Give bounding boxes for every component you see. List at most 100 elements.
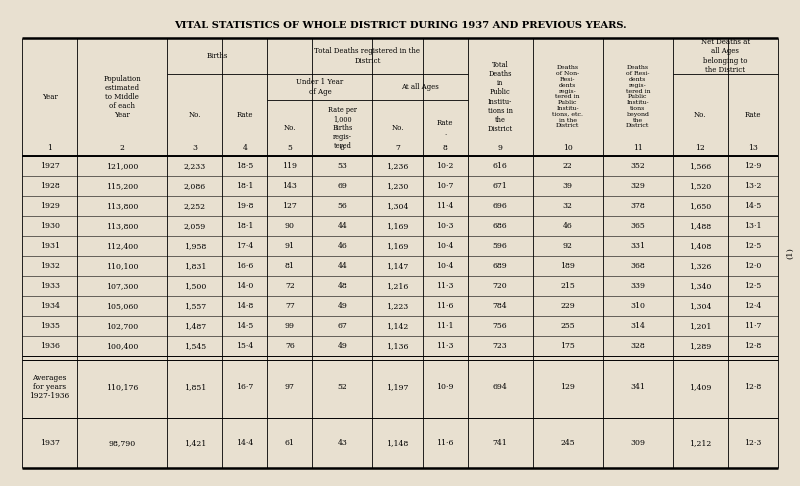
Text: 1,566: 1,566 bbox=[690, 162, 711, 170]
Text: 7: 7 bbox=[395, 144, 400, 152]
Text: 11·4: 11·4 bbox=[436, 202, 454, 210]
Text: Net Deaths at
all Ages
belonging to
the District: Net Deaths at all Ages belonging to the … bbox=[701, 38, 750, 74]
Text: 105,060: 105,060 bbox=[106, 302, 138, 310]
Text: 175: 175 bbox=[560, 342, 575, 350]
Text: 741: 741 bbox=[493, 439, 507, 447]
Text: 1,340: 1,340 bbox=[690, 282, 711, 290]
Text: 8: 8 bbox=[442, 144, 447, 152]
Text: 1929: 1929 bbox=[39, 202, 59, 210]
Text: 1,650: 1,650 bbox=[690, 202, 711, 210]
Text: 76: 76 bbox=[285, 342, 294, 350]
Text: 129: 129 bbox=[560, 383, 575, 391]
Text: 1: 1 bbox=[47, 144, 52, 152]
Text: VITAL STATISTICS OF WHOLE DISTRICT DURING 1937 AND PREVIOUS YEARS.: VITAL STATISTICS OF WHOLE DISTRICT DURIN… bbox=[174, 21, 626, 31]
Text: 10·3: 10·3 bbox=[436, 222, 454, 230]
Text: 671: 671 bbox=[493, 182, 507, 190]
Text: 1,851: 1,851 bbox=[184, 383, 206, 391]
Text: 1,421: 1,421 bbox=[184, 439, 206, 447]
Text: 56: 56 bbox=[338, 202, 347, 210]
Text: 12·9: 12·9 bbox=[744, 162, 762, 170]
Text: 1,148: 1,148 bbox=[386, 439, 409, 447]
Text: 596: 596 bbox=[493, 242, 507, 250]
Text: 365: 365 bbox=[630, 222, 645, 230]
Text: 189: 189 bbox=[560, 262, 575, 270]
Text: 1,409: 1,409 bbox=[690, 383, 711, 391]
Text: 32: 32 bbox=[562, 202, 573, 210]
Text: 784: 784 bbox=[493, 302, 507, 310]
Text: 328: 328 bbox=[630, 342, 645, 350]
Text: 1937: 1937 bbox=[39, 439, 59, 447]
Text: 44: 44 bbox=[338, 262, 347, 270]
Text: Rate
.: Rate . bbox=[437, 120, 454, 137]
Text: 1,488: 1,488 bbox=[690, 222, 711, 230]
Text: 689: 689 bbox=[493, 262, 507, 270]
Text: 44: 44 bbox=[338, 222, 347, 230]
Text: 14·0: 14·0 bbox=[236, 282, 254, 290]
Text: 1,304: 1,304 bbox=[690, 302, 711, 310]
Text: Population
estimated
to Middle
of each
Year: Population estimated to Middle of each Y… bbox=[103, 74, 141, 120]
Text: 1,169: 1,169 bbox=[386, 242, 409, 250]
Text: 4: 4 bbox=[242, 144, 247, 152]
Text: 6: 6 bbox=[340, 144, 345, 152]
Text: 9: 9 bbox=[498, 144, 502, 152]
Text: 143: 143 bbox=[282, 182, 298, 190]
Text: No.: No. bbox=[391, 124, 404, 132]
Text: 1,216: 1,216 bbox=[386, 282, 409, 290]
Text: 2: 2 bbox=[120, 144, 125, 152]
Text: 69: 69 bbox=[338, 182, 347, 190]
Text: 1,958: 1,958 bbox=[184, 242, 206, 250]
Text: Rate: Rate bbox=[237, 111, 253, 119]
Text: 43: 43 bbox=[338, 439, 347, 447]
Text: 11: 11 bbox=[633, 144, 642, 152]
Text: 1,236: 1,236 bbox=[386, 162, 409, 170]
Text: 1,831: 1,831 bbox=[183, 262, 206, 270]
Text: 1930: 1930 bbox=[39, 222, 59, 230]
Text: 1,557: 1,557 bbox=[184, 302, 206, 310]
Text: 11·3: 11·3 bbox=[436, 342, 454, 350]
Text: 49: 49 bbox=[338, 342, 347, 350]
Text: 1,487: 1,487 bbox=[184, 322, 206, 330]
Text: 115,200: 115,200 bbox=[106, 182, 138, 190]
Text: 723: 723 bbox=[493, 342, 507, 350]
Text: 107,300: 107,300 bbox=[106, 282, 138, 290]
Text: 12·5: 12·5 bbox=[744, 242, 762, 250]
Text: 61: 61 bbox=[285, 439, 294, 447]
Text: 92: 92 bbox=[562, 242, 573, 250]
Text: 1928: 1928 bbox=[40, 182, 59, 190]
Text: 119: 119 bbox=[282, 162, 298, 170]
Text: 15·4: 15·4 bbox=[236, 342, 254, 350]
Text: (1): (1) bbox=[786, 247, 794, 259]
Text: 48: 48 bbox=[338, 282, 347, 290]
Text: 12·8: 12·8 bbox=[744, 342, 762, 350]
Text: 1,136: 1,136 bbox=[386, 342, 409, 350]
Text: 11·3: 11·3 bbox=[436, 282, 454, 290]
Text: Deaths
of Non-
Resi-
dents
regis-
tered in
Public
Institu-
tions, etc.
in the
Di: Deaths of Non- Resi- dents regis- tered … bbox=[552, 66, 583, 128]
Text: 720: 720 bbox=[493, 282, 507, 290]
Text: 329: 329 bbox=[630, 182, 646, 190]
Text: 46: 46 bbox=[563, 222, 573, 230]
Text: 1932: 1932 bbox=[39, 262, 59, 270]
Text: 1936: 1936 bbox=[39, 342, 59, 350]
Text: 14·5: 14·5 bbox=[744, 202, 762, 210]
Text: 121,000: 121,000 bbox=[106, 162, 138, 170]
Text: 110,100: 110,100 bbox=[106, 262, 138, 270]
Text: 10·4: 10·4 bbox=[436, 242, 454, 250]
Text: 1,545: 1,545 bbox=[184, 342, 206, 350]
Text: 13·1: 13·1 bbox=[744, 222, 762, 230]
Text: No.: No. bbox=[189, 111, 201, 119]
Text: 1,304: 1,304 bbox=[386, 202, 409, 210]
Text: 81: 81 bbox=[285, 262, 294, 270]
Text: 72: 72 bbox=[285, 282, 294, 290]
Text: 12·4: 12·4 bbox=[744, 302, 762, 310]
Text: 102,700: 102,700 bbox=[106, 322, 138, 330]
Text: 1,408: 1,408 bbox=[690, 242, 711, 250]
Text: 1,147: 1,147 bbox=[386, 262, 409, 270]
Text: Under 1 Year
of Age: Under 1 Year of Age bbox=[296, 78, 343, 96]
Text: 22: 22 bbox=[563, 162, 573, 170]
Text: 694: 694 bbox=[493, 383, 507, 391]
Text: 339: 339 bbox=[630, 282, 646, 290]
Text: 77: 77 bbox=[285, 302, 294, 310]
Text: Rate per
1,000
Births
regis-
tered: Rate per 1,000 Births regis- tered bbox=[328, 105, 357, 150]
Text: 1,500: 1,500 bbox=[183, 282, 206, 290]
Text: 91: 91 bbox=[285, 242, 295, 250]
